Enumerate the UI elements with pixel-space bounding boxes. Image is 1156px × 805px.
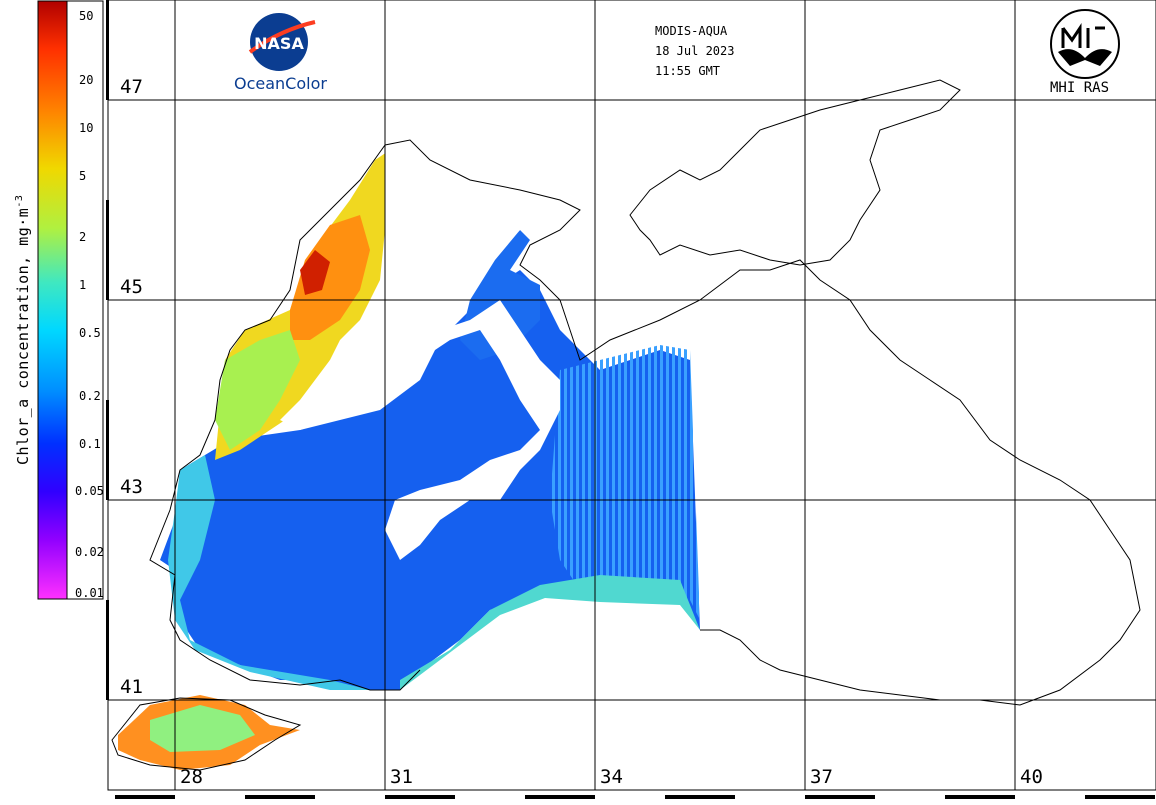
cb-tick-2: 2 — [79, 230, 87, 244]
date-label: 18 Jul 2023 — [655, 44, 735, 58]
map-grid — [108, 0, 1156, 790]
map-frame — [106, 0, 1156, 799]
cb-tick-1: 1 — [79, 278, 87, 292]
cb-tick-0-5: 0.5 — [79, 326, 101, 340]
colorbar — [37, 0, 104, 600]
oceancolor-caption: OceanColor — [234, 74, 327, 93]
cloud-mask — [280, 150, 560, 560]
cb-tick-0-05: 0.05 — [75, 484, 104, 498]
southwest-coast-band — [168, 455, 370, 690]
lon-label-40: 40 — [1020, 766, 1043, 788]
cb-tick-0-01: 0.01 — [75, 586, 104, 600]
cb-tick-10: 10 — [79, 121, 94, 135]
nasa-logo: NASA — [248, 13, 316, 71]
lon-label-31: 31 — [390, 766, 413, 788]
lat-label-45: 45 — [120, 276, 143, 298]
cb-tick-0-02: 0.02 — [75, 545, 104, 559]
colorbar-title: Chlor_a concentration, mg·m-3 — [14, 195, 32, 465]
cb-tick-0-2: 0.2 — [79, 389, 101, 403]
lon-label-37: 37 — [810, 766, 833, 788]
colorbar-title-sup: -3 — [14, 194, 25, 208]
time-label: 11:55 GMT — [655, 64, 721, 78]
chlorophyll-field — [118, 150, 700, 770]
azov-coast — [629, 79, 961, 266]
colorbar-title-main: Chlor_a concentration, mg·m — [14, 207, 32, 465]
coastline — [111, 79, 1141, 771]
marmara-coast — [111, 697, 302, 771]
marmara-core — [150, 705, 255, 752]
mhi-ras-logo — [1050, 9, 1120, 79]
lat-label-47: 47 — [120, 76, 143, 98]
north-coast — [384, 139, 1141, 706]
sensor-label: MODIS-AQUA — [655, 24, 728, 38]
cb-tick-0-1: 0.1 — [79, 437, 101, 451]
mhi-ras-caption: MHI RAS — [1050, 80, 1110, 96]
danube-plume — [300, 250, 330, 295]
svg-text:NASA: NASA — [254, 34, 304, 53]
cb-tick-20: 20 — [79, 73, 94, 87]
northwest-shelf-core — [290, 215, 370, 340]
lat-label-41: 41 — [120, 676, 143, 698]
southwest-coast — [149, 144, 421, 691]
lat-label-43: 43 — [120, 476, 143, 498]
south-coast-band — [400, 575, 700, 690]
lon-label-34: 34 — [600, 766, 623, 788]
lon-label-28: 28 — [180, 766, 203, 788]
cb-tick-50: 50 — [79, 9, 94, 23]
cb-tick-5: 5 — [79, 169, 87, 183]
eastern-sparse-field — [550, 345, 700, 620]
romanian-coast-field — [215, 330, 300, 450]
